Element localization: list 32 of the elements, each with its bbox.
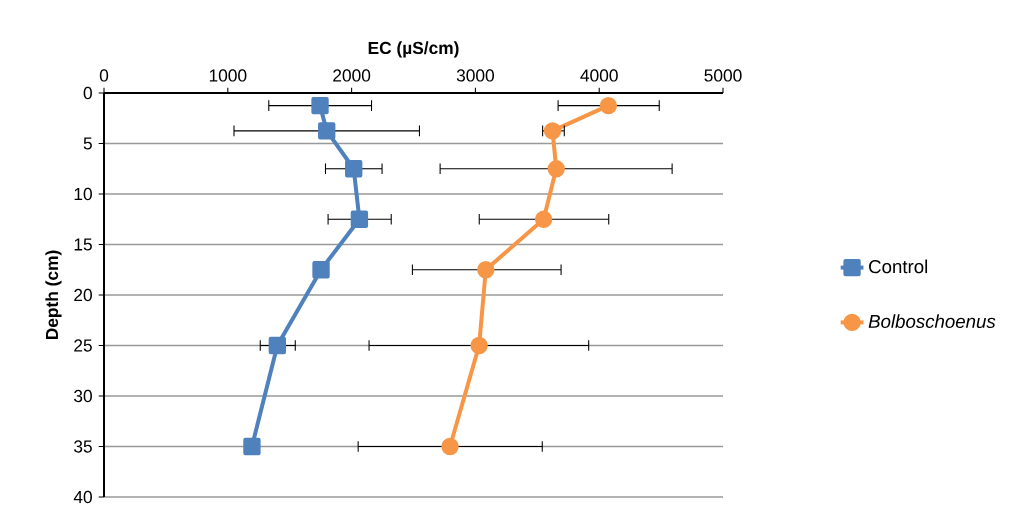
x-tick-label: 4000	[580, 69, 618, 82]
x-axis-title: EC (µS/cm)	[368, 41, 459, 58]
point	[312, 261, 330, 279]
x-tick-label: 2000	[333, 69, 371, 82]
y-tick-label: 35	[74, 440, 92, 453]
point	[599, 97, 618, 115]
point	[477, 261, 495, 279]
x-tick-label: 1000	[209, 69, 247, 82]
point	[547, 160, 565, 178]
y-tick-label: 30	[74, 389, 92, 403]
legend-label: Bolboschoenus	[868, 314, 996, 329]
point	[470, 336, 488, 355]
y-tick-label: 20	[74, 288, 92, 302]
point	[318, 122, 336, 140]
x-tick-label: 0	[99, 69, 109, 82]
point	[441, 437, 459, 456]
y-tick-label: 10	[74, 187, 92, 201]
x-tick-label: 3000	[456, 69, 495, 82]
point	[345, 160, 363, 178]
point	[350, 210, 369, 228]
y-tick-label: 0	[83, 86, 92, 100]
legend-label: Control	[869, 259, 928, 274]
point	[311, 97, 329, 115]
point	[243, 437, 261, 456]
y-tick-label: 15	[74, 238, 92, 251]
y-axis-title: Depth (cm)	[45, 250, 62, 340]
y-tick-label: 5	[83, 137, 92, 150]
y-tick-label: 40	[73, 490, 92, 504]
x-tick-label: 5000	[704, 69, 742, 82]
y-tick-label: 25	[74, 339, 92, 352]
point	[268, 336, 286, 355]
point	[534, 210, 553, 228]
